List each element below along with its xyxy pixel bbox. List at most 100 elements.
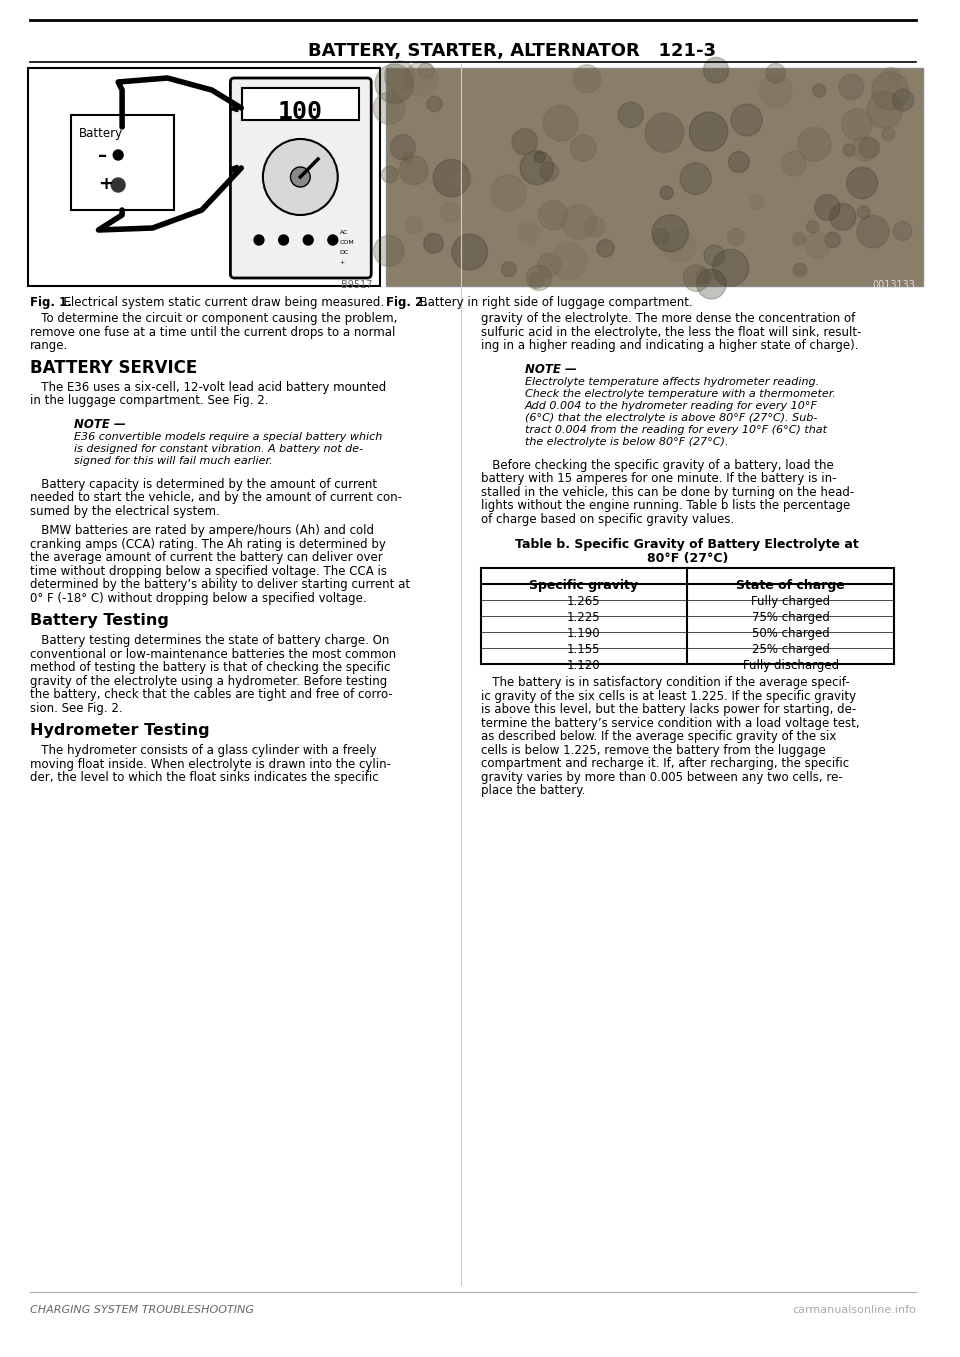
Text: Fig. 1.: Fig. 1. <box>30 296 71 309</box>
Circle shape <box>815 194 840 220</box>
Text: ic gravity of the six cells is at least 1.225. If the specific gravity: ic gravity of the six cells is at least … <box>481 689 855 703</box>
Text: +: + <box>340 261 345 265</box>
Text: compartment and recharge it. If, after recharging, the specific: compartment and recharge it. If, after r… <box>481 757 849 769</box>
Text: 1.155: 1.155 <box>567 643 601 655</box>
Circle shape <box>543 106 578 141</box>
Text: method of testing the battery is that of checking the specific: method of testing the battery is that of… <box>30 661 390 674</box>
Text: To determine the circuit or component causing the problem,: To determine the circuit or component ca… <box>30 312 396 324</box>
Circle shape <box>842 109 872 140</box>
Text: sumed by the electrical system.: sumed by the electrical system. <box>30 505 219 517</box>
Circle shape <box>423 233 444 254</box>
Text: carmanualsonline.info: carmanualsonline.info <box>792 1305 916 1315</box>
Circle shape <box>263 138 338 214</box>
Circle shape <box>570 136 596 161</box>
Circle shape <box>405 217 422 233</box>
Text: is designed for constant vibration. A battery not de-: is designed for constant vibration. A ba… <box>74 444 363 453</box>
Text: 80°F (27°C): 80°F (27°C) <box>647 552 728 565</box>
Circle shape <box>491 175 526 210</box>
Text: moving float inside. When electrolyte is drawn into the cylin-: moving float inside. When electrolyte is… <box>30 757 391 771</box>
Text: Battery capacity is determined by the amount of current: Battery capacity is determined by the am… <box>30 478 376 490</box>
Circle shape <box>399 156 428 185</box>
Circle shape <box>573 65 601 92</box>
Circle shape <box>843 144 855 156</box>
Circle shape <box>696 269 711 284</box>
Text: gravity of the electrolyte using a hydrometer. Before testing: gravity of the electrolyte using a hydro… <box>30 674 387 688</box>
Circle shape <box>529 273 544 288</box>
Circle shape <box>859 138 879 159</box>
Circle shape <box>806 221 819 233</box>
Circle shape <box>535 152 545 163</box>
Text: as described below. If the average specific gravity of the six: as described below. If the average speci… <box>481 730 836 744</box>
Text: Check the electrolyte temperature with a thermometer.: Check the electrolyte temperature with a… <box>525 388 836 399</box>
Text: 0° F (-18° C) without dropping below a specified voltage.: 0° F (-18° C) without dropping below a s… <box>30 592 366 604</box>
Text: Specific gravity: Specific gravity <box>529 579 638 592</box>
Text: BATTERY, STARTER, ALTERNATOR   121-3: BATTERY, STARTER, ALTERNATOR 121-3 <box>308 42 716 60</box>
Circle shape <box>867 92 902 128</box>
Circle shape <box>381 167 398 183</box>
Circle shape <box>782 151 806 176</box>
Bar <box>28 68 380 286</box>
Circle shape <box>427 96 443 111</box>
Circle shape <box>704 246 725 266</box>
Circle shape <box>660 186 673 199</box>
Circle shape <box>689 113 728 151</box>
Circle shape <box>847 167 877 198</box>
Text: Fig. 2.: Fig. 2. <box>386 296 428 309</box>
Text: The E36 uses a six-cell, 12-volt lead acid battery mounted: The E36 uses a six-cell, 12-volt lead ac… <box>30 380 386 394</box>
Text: remove one fuse at a time until the current drops to a normal: remove one fuse at a time until the curr… <box>30 326 395 338</box>
Circle shape <box>419 62 434 79</box>
Text: 1.225: 1.225 <box>567 611 601 624</box>
Circle shape <box>880 68 901 88</box>
Circle shape <box>731 104 762 136</box>
Text: place the battery.: place the battery. <box>481 784 585 797</box>
Circle shape <box>391 134 416 160</box>
Text: Add 0.004 to the hydrometer reading for every 10°F: Add 0.004 to the hydrometer reading for … <box>525 400 818 411</box>
Text: B9517: B9517 <box>341 280 372 290</box>
Circle shape <box>857 206 870 218</box>
Text: AC: AC <box>340 229 348 235</box>
Text: cranking amps (CCA) rating. The Ah rating is determined by: cranking amps (CCA) rating. The Ah ratin… <box>30 537 385 551</box>
Text: conventional or low-maintenance batteries the most common: conventional or low-maintenance batterie… <box>30 647 396 661</box>
Circle shape <box>278 235 289 246</box>
Circle shape <box>872 72 909 110</box>
Circle shape <box>539 201 567 229</box>
Circle shape <box>597 239 614 256</box>
Circle shape <box>562 205 596 239</box>
Text: BMW batteries are rated by ampere/hours (Ah) and cold: BMW batteries are rated by ampere/hours … <box>30 524 373 537</box>
Circle shape <box>728 228 744 246</box>
Text: Battery: Battery <box>79 128 123 140</box>
Circle shape <box>375 64 414 103</box>
Circle shape <box>882 128 895 141</box>
Circle shape <box>697 269 726 299</box>
Text: The hydrometer consists of a glass cylinder with a freely: The hydrometer consists of a glass cylin… <box>30 744 376 757</box>
Circle shape <box>852 136 877 161</box>
Text: COM: COM <box>340 240 354 246</box>
Text: (6°C) that the electrolyte is above 80°F (27°C). Sub-: (6°C) that the electrolyte is above 80°F… <box>525 413 817 422</box>
Text: ing in a higher reading and indicating a higher state of charge).: ing in a higher reading and indicating a… <box>481 339 858 351</box>
Circle shape <box>804 232 830 258</box>
Circle shape <box>384 61 415 91</box>
Text: –: – <box>99 147 108 166</box>
Circle shape <box>513 129 538 155</box>
Text: +: + <box>99 175 113 193</box>
Circle shape <box>526 266 551 290</box>
Text: stalled in the vehicle, this can be done by turning on the head-: stalled in the vehicle, this can be done… <box>481 486 853 498</box>
Circle shape <box>501 262 516 277</box>
Text: gravity varies by more than 0.005 between any two cells, re-: gravity varies by more than 0.005 betwee… <box>481 771 842 783</box>
Text: termine the battery’s service condition with a load voltage test,: termine the battery’s service condition … <box>481 716 859 730</box>
Circle shape <box>520 151 554 185</box>
Circle shape <box>825 232 840 247</box>
Text: Before checking the specific gravity of a battery, load the: Before checking the specific gravity of … <box>481 459 833 471</box>
Circle shape <box>551 243 587 280</box>
Circle shape <box>893 221 912 240</box>
Text: sulfuric acid in the electrolyte, the less the float will sink, result-: sulfuric acid in the electrolyte, the le… <box>481 326 861 338</box>
Text: sion. See Fig. 2.: sion. See Fig. 2. <box>30 702 122 715</box>
Text: in the luggage compartment. See Fig. 2.: in the luggage compartment. See Fig. 2. <box>30 394 268 407</box>
Circle shape <box>113 151 123 160</box>
Text: 1.120: 1.120 <box>567 660 601 672</box>
Text: Fully discharged: Fully discharged <box>743 660 839 672</box>
Text: time without dropping below a specified voltage. The CCA is: time without dropping below a specified … <box>30 565 387 578</box>
Text: Fully charged: Fully charged <box>751 594 830 608</box>
Text: 1.265: 1.265 <box>567 594 601 608</box>
Text: lights without the engine running. Table b lists the percentage: lights without the engine running. Table… <box>481 499 850 512</box>
